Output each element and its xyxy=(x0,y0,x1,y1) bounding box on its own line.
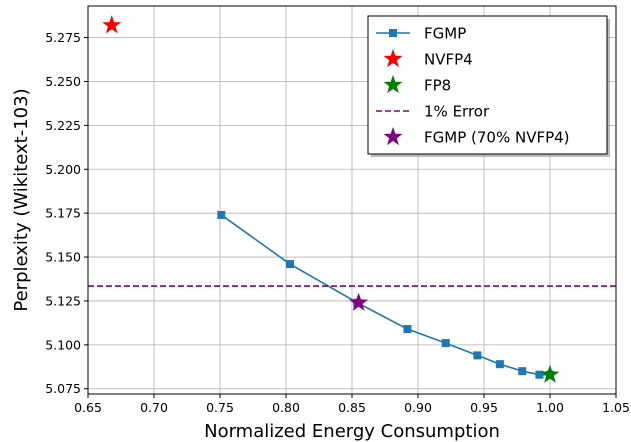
x-tick-label: 1.05 xyxy=(602,400,630,415)
x-axis-label: Normalized Energy Consumption xyxy=(204,421,500,442)
axis-ticks: 0.65 0.70 0.75 0.80 0.85 0.90 0.95 1.00 1.05 5.07… xyxy=(45,30,630,415)
legend-fp8-label: FP8 xyxy=(424,77,451,95)
y-tick-label: 5.150 xyxy=(45,250,81,265)
legend-nvfp4-marker xyxy=(383,49,403,68)
y-tick-label: 5.275 xyxy=(45,30,81,45)
fgmp-point xyxy=(217,210,226,219)
legend-fgmp-marker xyxy=(389,29,397,37)
plot-area xyxy=(88,15,616,383)
y-axis-label: Perplexity (Wikitext-103) xyxy=(11,88,32,311)
legend-fp8-marker xyxy=(383,75,403,94)
y-tick-label: 5.225 xyxy=(45,118,81,133)
y-tick-label: 5.125 xyxy=(45,293,81,308)
legend: FGMP NVFP4 FP8 1% Error FGMP (70% NVFP4) xyxy=(367,15,610,157)
legend-nvfp4-label: NVFP4 xyxy=(424,51,473,69)
x-tick-label: 1.00 xyxy=(536,400,564,415)
fgmp-point xyxy=(285,260,294,269)
legend-fgmp-70-nvfp4-label: FGMP (70% NVFP4) xyxy=(424,129,570,147)
fgmp-line xyxy=(220,214,550,376)
fp8-point xyxy=(540,364,560,383)
fgmp-point xyxy=(518,367,527,376)
fgmp-point xyxy=(403,325,412,334)
y-tick-label: 5.075 xyxy=(45,381,81,396)
y-tick-label: 5.200 xyxy=(45,162,81,177)
x-tick-label: 0.90 xyxy=(404,400,432,415)
x-tick-label: 0.65 xyxy=(74,400,102,415)
fgmp-point xyxy=(535,370,544,379)
x-tick-label: 0.85 xyxy=(338,400,366,415)
y-tick-label: 5.175 xyxy=(45,206,81,221)
fgmp-point xyxy=(441,339,450,348)
nvfp4-point xyxy=(102,15,122,34)
fgmp-point xyxy=(473,351,482,360)
y-tick-label: 5.100 xyxy=(45,337,81,352)
legend-box xyxy=(367,15,608,155)
x-tick-label: 0.70 xyxy=(140,400,168,415)
fgmp-point xyxy=(495,360,504,369)
legend-fgmp-label: FGMP xyxy=(424,25,466,43)
fgmp-70-nvfp4-point xyxy=(349,292,369,311)
legend-fgmp-70-nvfp4-marker xyxy=(383,127,403,146)
x-tick-label: 0.95 xyxy=(470,400,498,415)
legend-1-error-label: 1% Error xyxy=(424,103,490,121)
x-tick-label: 0.75 xyxy=(206,400,234,415)
x-tick-label: 0.80 xyxy=(272,400,300,415)
y-tick-label: 5.250 xyxy=(45,74,81,89)
